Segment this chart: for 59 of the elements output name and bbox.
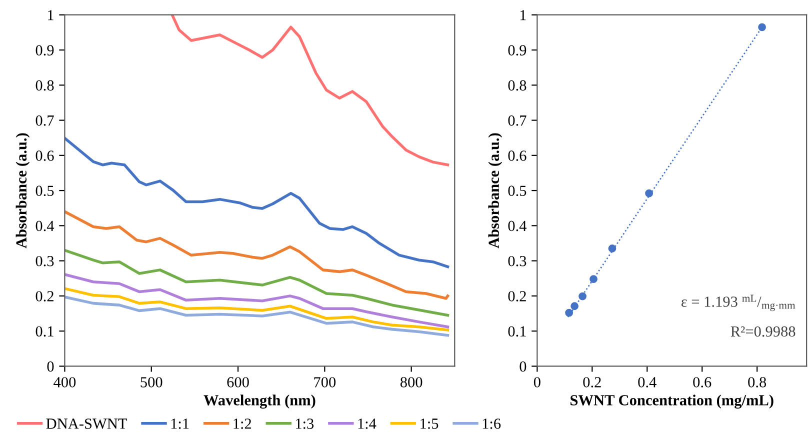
x-tick-label: 0.6 — [693, 377, 712, 388]
line-series — [64, 136, 450, 268]
y-tick-label: 0.9 — [508, 45, 526, 56]
line-series — [64, 210, 450, 300]
annotation: ε = 1.193 $^{mL}$/$_{mg·mm}$ — [682, 294, 796, 312]
x-tick-label: 0.4 — [638, 377, 656, 388]
x-axis-title: Wavelength (nm) — [204, 394, 316, 409]
legend-label: 1:4 — [358, 418, 376, 429]
point — [758, 23, 766, 32]
x-axis-title: SWNT Concentration (mg/mL) — [570, 394, 774, 409]
y-tick-label: 0 — [47, 361, 54, 372]
legend-label: 1:1 — [171, 418, 189, 429]
y-axis-title: Absorbance (a.u.) — [16, 133, 30, 248]
y-tick-label: 0.1 — [508, 326, 526, 337]
legend-label: 1:2 — [234, 418, 252, 429]
point — [570, 302, 579, 310]
y-tick-label: 0.7 — [508, 115, 526, 126]
y-tick-label: 0.4 — [36, 220, 54, 232]
line-series — [170, 14, 450, 166]
y-tick-label: 0.3 — [36, 256, 54, 266]
y-tick-label: 0.2 — [508, 291, 526, 302]
x-tick-label: 0.8 — [748, 377, 766, 388]
y-tick-label: 0.1 — [36, 326, 54, 337]
y-tick-label: 0.3 — [508, 256, 526, 266]
line-series — [64, 287, 450, 332]
x-tick-label: 600 — [227, 377, 249, 388]
line-series — [64, 248, 450, 317]
y-tick-label: 0.9 — [36, 45, 54, 56]
y-tick-label: 0.4 — [508, 220, 527, 232]
x-tick-label: 700 — [314, 377, 336, 388]
point — [608, 244, 616, 252]
annotation: R²=0.9988 — [730, 326, 796, 337]
line-series — [64, 273, 450, 328]
y-tick-label: 0.2 — [36, 291, 54, 302]
x-tick-label: 800 — [400, 377, 422, 388]
y-tick-label: 1 — [48, 10, 54, 20]
point — [590, 275, 598, 284]
point — [645, 189, 654, 198]
legend-label: 1:3 — [296, 418, 314, 429]
y-tick-label: 1 — [520, 10, 526, 20]
y-tick-label: 0.8 — [508, 80, 526, 91]
x-tick-label: 400 — [54, 377, 76, 388]
point — [565, 308, 574, 317]
legend-label: 1:5 — [420, 418, 438, 429]
y-tick-label: 0.5 — [36, 186, 54, 196]
x-tick-label: 0.2 — [583, 377, 601, 388]
y-tick-label: 0.6 — [508, 150, 526, 161]
y-tick-label: 0.7 — [36, 115, 54, 126]
point — [578, 292, 586, 300]
x-tick-label: 500 — [140, 377, 162, 388]
y-tick-label: 0.5 — [508, 186, 526, 196]
legend-label: 1:6 — [482, 418, 501, 429]
y-tick-label: 0.8 — [36, 80, 54, 91]
legend-label: DNA-SWNT — [46, 418, 128, 429]
y-tick-label: 0.6 — [36, 150, 54, 161]
x-tick-label: 0 — [534, 377, 540, 388]
y-axis-title: Absorbance (a.u.) — [488, 133, 502, 248]
y-tick-label: 0 — [520, 361, 526, 372]
line-series — [64, 296, 450, 337]
